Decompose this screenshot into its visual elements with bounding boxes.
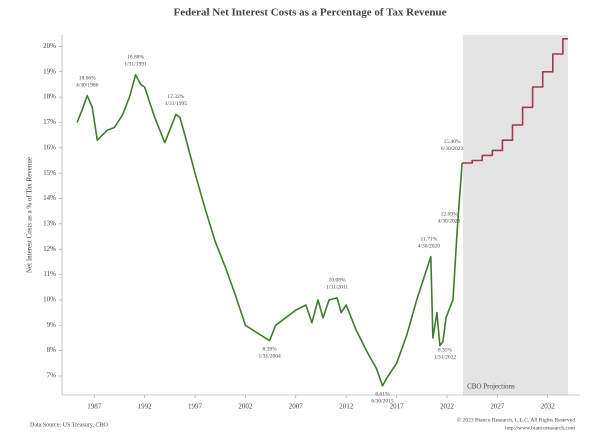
url: http://www.biancoresearch.com	[505, 425, 576, 431]
projection-shade	[463, 35, 568, 395]
annotation-value: 8.39%	[262, 347, 277, 353]
y-tick-label: 11%	[43, 270, 56, 278]
y-tick-label: 13%	[43, 219, 56, 227]
annotation-date: 1/31/2004	[258, 354, 281, 360]
annotation-date: 6/30/2015	[371, 399, 394, 405]
annotation-value: 12.69%	[441, 211, 458, 217]
source-note: Data Source: US Treasury, CBO	[30, 422, 108, 428]
annotation-value: 11.71%	[420, 236, 437, 242]
annotation-date: 1/31/1995	[165, 101, 188, 107]
annotation-date: 4/30/2023	[438, 218, 461, 224]
annotation-value: 6.61%	[375, 392, 390, 398]
series-line	[76, 74, 463, 387]
y-tick-label: 17%	[43, 118, 56, 126]
y-tick-label: 8%	[47, 346, 57, 354]
x-tick-label: 1992	[138, 403, 153, 411]
x-tick-label: 2007	[289, 403, 304, 411]
y-tick-label: 18%	[43, 93, 56, 101]
x-tick-label: 2002	[238, 403, 253, 411]
annotation-value: 18.88%	[127, 55, 144, 61]
projection-label: CBO Projections	[467, 383, 515, 391]
y-tick-label: 10%	[43, 296, 56, 304]
y-tick-label: 20%	[43, 42, 56, 50]
y-tick-label: 14%	[43, 194, 56, 202]
x-tick-label: 2032	[541, 403, 556, 411]
annotation-date: 4/30/1986	[76, 82, 99, 88]
annotation-value: 15.40%	[444, 139, 461, 145]
y-tick-label: 15%	[43, 169, 56, 177]
y-tick-label: 19%	[43, 67, 56, 75]
annotation-date: 1/31/2022	[434, 355, 457, 361]
annotation-value: 18.06%	[79, 75, 96, 81]
y-axis-title: Net Interest Costs as a % of Tax Revenue	[26, 157, 34, 273]
x-tick-label: 2022	[440, 403, 455, 411]
x-tick-label: 2017	[390, 403, 405, 411]
annotation-date: 1/31/2011	[326, 285, 348, 291]
annotation-date: 1/31/1991	[124, 62, 147, 68]
y-tick-label: 12%	[43, 245, 56, 253]
x-tick-label: 1987	[87, 403, 102, 411]
y-tick-label: 7%	[47, 372, 57, 380]
annotation-value: 17.32%	[167, 94, 184, 100]
annotation-value: 10.08%	[329, 278, 346, 284]
chart-title: Federal Net Interest Costs as a Percenta…	[173, 7, 446, 19]
x-tick-label: 2027	[490, 403, 505, 411]
x-tick-label: 1997	[188, 403, 203, 411]
y-tick-label: 9%	[47, 321, 57, 329]
copyright: © 2023 Bianco Research, L.L.C. All Right…	[457, 416, 575, 423]
annotation-value: 8.35%	[438, 348, 453, 354]
annotation-date: 4/30/2020	[418, 243, 441, 249]
annotation-date: 6/30/2023	[441, 146, 464, 152]
y-tick-label: 16%	[43, 143, 56, 151]
x-tick-label: 2012	[339, 403, 354, 411]
series-line	[462, 38, 568, 164]
